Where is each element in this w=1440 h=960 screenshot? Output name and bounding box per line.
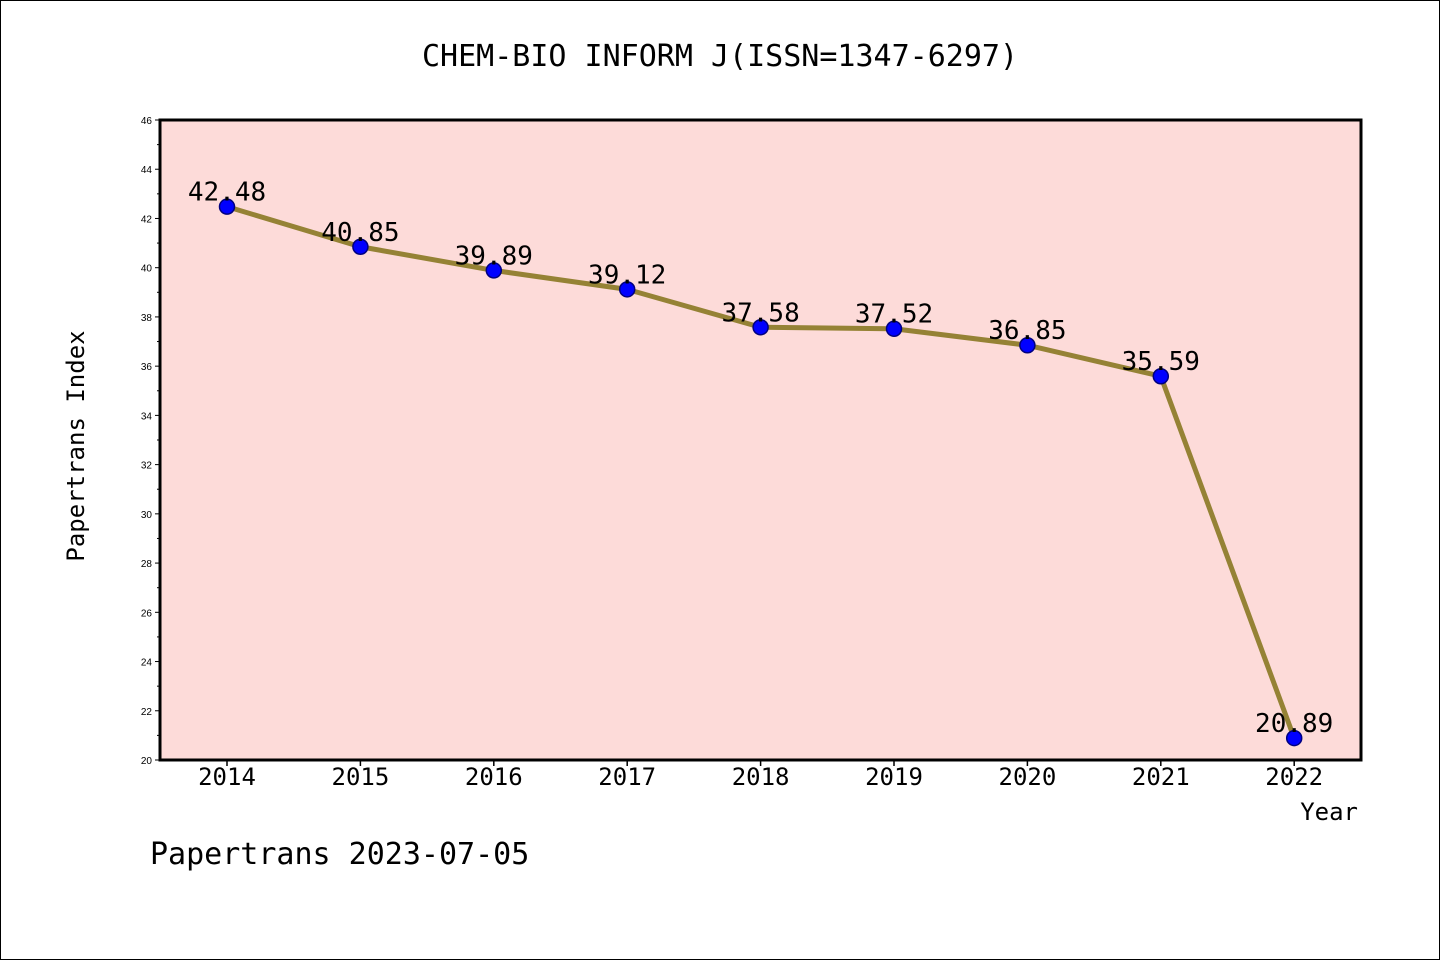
data-point-marker	[1285, 729, 1303, 747]
y-axis: 20 22 24 26 28 30 32 34 36 38 40 42 44 46	[141, 116, 160, 767]
x-axis: 2014 2015 2016 2017 2018 2019 2020 2021 2022	[198, 760, 1323, 791]
data-point-marker	[1019, 336, 1036, 354]
y-tick-label: 34	[141, 411, 153, 422]
data-point-marker	[618, 281, 636, 298]
y-tick-label: 28	[141, 559, 153, 570]
x-tick-label: 2016	[465, 763, 523, 791]
y-tick-label: 38	[141, 313, 153, 324]
data-label: 37.52	[855, 300, 933, 330]
y-tick-label: 42	[141, 214, 153, 225]
y-tick-label: 32	[141, 461, 153, 472]
y-tick-label: 22	[141, 707, 153, 718]
x-axis-label: Year	[1300, 798, 1358, 826]
x-tick-label: 2019	[865, 763, 923, 791]
data-label: 39.89	[455, 241, 533, 271]
y-tick-label: 30	[141, 510, 153, 521]
x-tick-label: 2020	[999, 763, 1057, 791]
footer-text: Papertrans 2023-07-05	[150, 837, 529, 872]
data-point-marker	[485, 262, 503, 279]
y-tick-label: 20	[141, 756, 153, 767]
series-line	[218, 198, 1303, 747]
y-tick-label: 36	[141, 362, 153, 373]
data-label: 40.85	[321, 218, 399, 248]
data-point-marker	[1152, 367, 1170, 385]
chart-title: CHEM-BIO INFORM J(ISSN=1347-6297)	[422, 39, 1018, 74]
data-point-marker	[218, 198, 236, 215]
data-label: 37.58	[721, 298, 799, 328]
data-label: 36.85	[988, 316, 1066, 346]
data-point-marker	[752, 319, 769, 336]
x-tick-label: 2015	[332, 763, 390, 791]
x-tick-label: 2018	[732, 763, 790, 791]
data-label: 42.48	[188, 178, 266, 208]
x-tick-label: 2022	[1265, 763, 1323, 791]
data-label: 35.59	[1122, 347, 1200, 377]
x-tick-label: 2017	[598, 763, 656, 791]
plot-area	[158, 118, 1363, 762]
data-label: 39.12	[588, 260, 666, 290]
y-tick-label: 26	[141, 608, 153, 619]
data-label: 20.89	[1255, 709, 1333, 739]
y-tick-label: 46	[141, 116, 153, 127]
y-tick-label: 44	[141, 165, 153, 176]
y-axis-label: Papertrans Index	[62, 330, 90, 561]
y-tick-label: 24	[141, 658, 153, 669]
data-point-marker	[885, 320, 903, 337]
y-tick-label: 40	[141, 264, 153, 275]
x-tick-label: 2014	[198, 763, 256, 791]
data-point-marker	[352, 238, 369, 256]
data-labels: 42.48 40.85 39.89 39.12 37.58 37.52 36.85 35.59…	[188, 178, 1333, 739]
x-tick-label: 2021	[1132, 763, 1190, 791]
